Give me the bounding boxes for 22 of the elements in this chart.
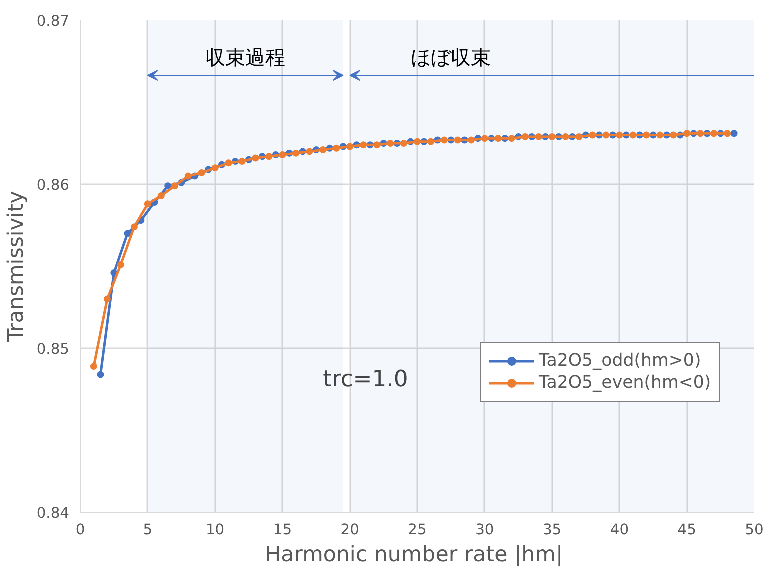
x-tick-label: 30 <box>476 522 494 538</box>
x-tick-label: 35 <box>542 522 562 538</box>
y-tick-label: 0.84 <box>36 505 70 522</box>
annotation: trc=1.0 <box>323 366 408 393</box>
x-tick-label: 15 <box>273 522 292 538</box>
y-tick-label: 0.86 <box>36 177 70 194</box>
band-label: 収束過程 <box>206 48 286 70</box>
x-tick-label: 50 <box>745 522 764 538</box>
x-tick-label: 25 <box>408 522 427 538</box>
y-tick-label: 0.87 <box>36 13 70 30</box>
x-tick-label: 5 <box>143 522 153 538</box>
x-tick-label: 40 <box>610 522 630 538</box>
x-tick-label: 0 <box>76 522 86 538</box>
band-label: ほぼ収束 <box>411 48 492 70</box>
y-axis-title: Transmissivity <box>4 191 29 343</box>
legend-label: Ta2O5_odd(hm>0) <box>539 351 702 371</box>
x-tick-label: 45 <box>678 522 696 538</box>
legend-label: Ta2O5_even(hm<0) <box>539 373 712 393</box>
x-axis-title: Harmonic number rate |hm| <box>265 542 564 568</box>
x-tick-label: 10 <box>206 522 225 538</box>
x-tick-label: 20 <box>340 522 360 538</box>
y-tick-label: 0.85 <box>36 341 70 358</box>
